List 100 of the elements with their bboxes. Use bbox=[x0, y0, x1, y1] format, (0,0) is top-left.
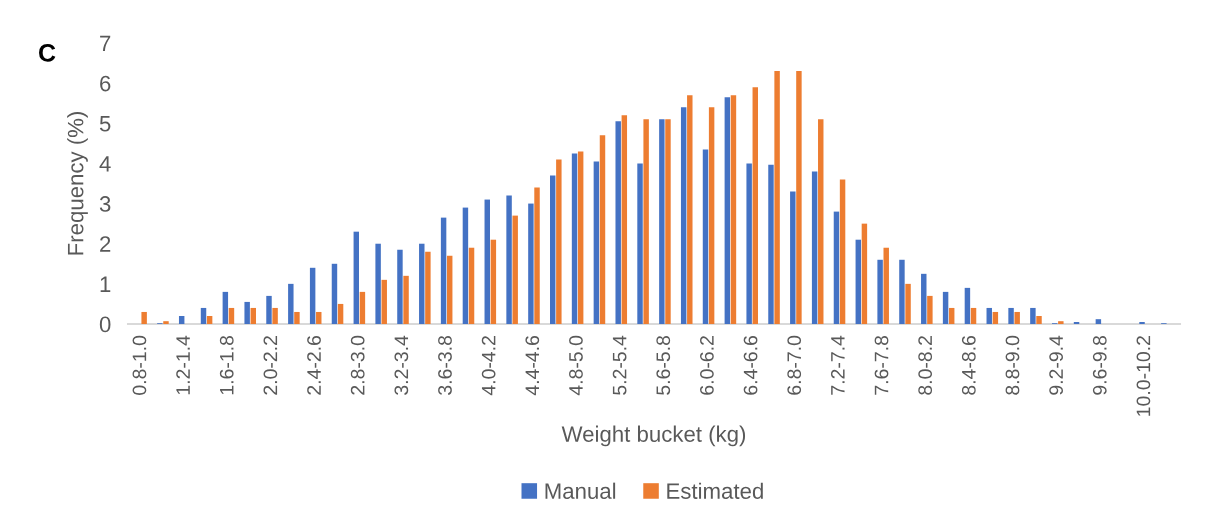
x-tick-label: 1.2-1.4 bbox=[176, 335, 190, 395]
bar bbox=[446, 255, 453, 324]
bar bbox=[599, 135, 606, 324]
x-tick-label: 8.0-8.2 bbox=[918, 336, 933, 395]
bar bbox=[593, 161, 600, 324]
bar bbox=[665, 119, 671, 324]
bar bbox=[927, 295, 933, 324]
y-tick-label: 0 bbox=[99, 316, 111, 333]
bar bbox=[163, 321, 169, 324]
x-tick-label: 7.2-7.4 bbox=[830, 335, 845, 395]
bar bbox=[178, 315, 185, 324]
bar bbox=[680, 107, 687, 324]
x-tick-label: 4.4-4.6 bbox=[525, 335, 540, 396]
bar bbox=[272, 307, 278, 324]
x-tick-label: 2.4-2.6 bbox=[307, 335, 321, 395]
y-tick-label: 7 bbox=[100, 35, 111, 52]
y-tick-label: 5 bbox=[99, 116, 111, 132]
bar bbox=[774, 71, 780, 324]
x-tick-label: 2.0-2.2 bbox=[263, 336, 278, 395]
bar bbox=[440, 217, 447, 324]
bar bbox=[621, 115, 628, 324]
bar bbox=[942, 291, 949, 324]
bar bbox=[462, 207, 469, 324]
y-axis-title: Frequency (%) bbox=[67, 112, 88, 255]
x-tick-label: 2.8-3.0 bbox=[350, 335, 365, 395]
legend-label: Manual bbox=[545, 482, 616, 499]
bar bbox=[556, 159, 562, 324]
bar bbox=[1058, 321, 1064, 324]
x-tick-label: 0.8-1.0 bbox=[132, 335, 147, 395]
bar bbox=[141, 311, 147, 324]
bar bbox=[294, 311, 300, 324]
bar bbox=[811, 171, 818, 324]
bar bbox=[425, 251, 431, 324]
bar bbox=[883, 247, 889, 324]
bar bbox=[512, 215, 518, 324]
y-tick-label: 1 bbox=[100, 276, 111, 292]
bar bbox=[708, 107, 715, 324]
bar bbox=[222, 291, 229, 324]
x-tick-label: 5.6-5.8 bbox=[656, 335, 671, 395]
bar bbox=[921, 273, 927, 324]
bar bbox=[309, 267, 316, 324]
bar bbox=[534, 187, 540, 324]
bar bbox=[839, 179, 846, 324]
bar bbox=[250, 307, 257, 324]
bar bbox=[637, 163, 643, 324]
bar bbox=[403, 275, 409, 324]
x-tick-label: 9.6-9.8 bbox=[1092, 335, 1107, 395]
bar bbox=[643, 119, 649, 324]
bar bbox=[768, 164, 774, 324]
x-tick-label: 4.0-4.2 bbox=[481, 336, 496, 396]
bar bbox=[687, 95, 693, 324]
x-axis-title: Weight bucket (kg) bbox=[561, 425, 746, 447]
bar bbox=[964, 287, 971, 324]
bar bbox=[818, 119, 824, 324]
bar bbox=[244, 301, 250, 324]
bar bbox=[1014, 311, 1020, 324]
bar bbox=[484, 199, 490, 324]
bar bbox=[375, 243, 381, 324]
bar bbox=[571, 153, 578, 324]
bar bbox=[1073, 321, 1080, 324]
bar bbox=[1030, 307, 1036, 324]
x-tick-label: 7.6-7.8 bbox=[874, 335, 889, 395]
bar bbox=[1008, 307, 1014, 324]
bar bbox=[577, 151, 584, 324]
x-tick-label: 10.0-10.2 bbox=[1136, 336, 1151, 416]
legend-label: Estimated bbox=[667, 482, 763, 499]
bar bbox=[228, 307, 235, 324]
bar bbox=[861, 223, 868, 324]
bar bbox=[528, 203, 534, 324]
bar bbox=[1095, 319, 1102, 324]
bar bbox=[550, 175, 556, 324]
x-tick-label: 5.2-5.4 bbox=[612, 335, 627, 395]
bar bbox=[397, 249, 403, 324]
bar bbox=[992, 311, 999, 324]
bar bbox=[1139, 321, 1145, 324]
bar bbox=[316, 311, 322, 324]
bar bbox=[353, 231, 360, 324]
bar bbox=[899, 259, 905, 324]
x-tick-label: 6.0-6.2 bbox=[700, 336, 714, 395]
bar bbox=[796, 71, 802, 324]
bar bbox=[948, 307, 955, 324]
x-tick-label: 4.8-5.0 bbox=[569, 335, 583, 396]
bar bbox=[490, 239, 497, 324]
bar bbox=[730, 95, 737, 324]
bar bbox=[905, 283, 911, 324]
bar bbox=[419, 243, 425, 324]
bar bbox=[615, 121, 621, 324]
text: C bbox=[39, 44, 56, 62]
bar bbox=[381, 279, 387, 324]
bar bbox=[206, 315, 213, 324]
bar bbox=[200, 307, 207, 324]
bar bbox=[970, 307, 977, 324]
bar bbox=[790, 191, 796, 324]
x-tick-label: 3.2-3.4 bbox=[394, 335, 409, 395]
y-tick-label: 2 bbox=[100, 236, 111, 252]
bar bbox=[331, 263, 338, 324]
bar bbox=[1036, 315, 1042, 324]
x-tick-label: 8.4-8.6 bbox=[961, 335, 976, 395]
bar bbox=[288, 283, 294, 324]
bar bbox=[337, 303, 344, 324]
